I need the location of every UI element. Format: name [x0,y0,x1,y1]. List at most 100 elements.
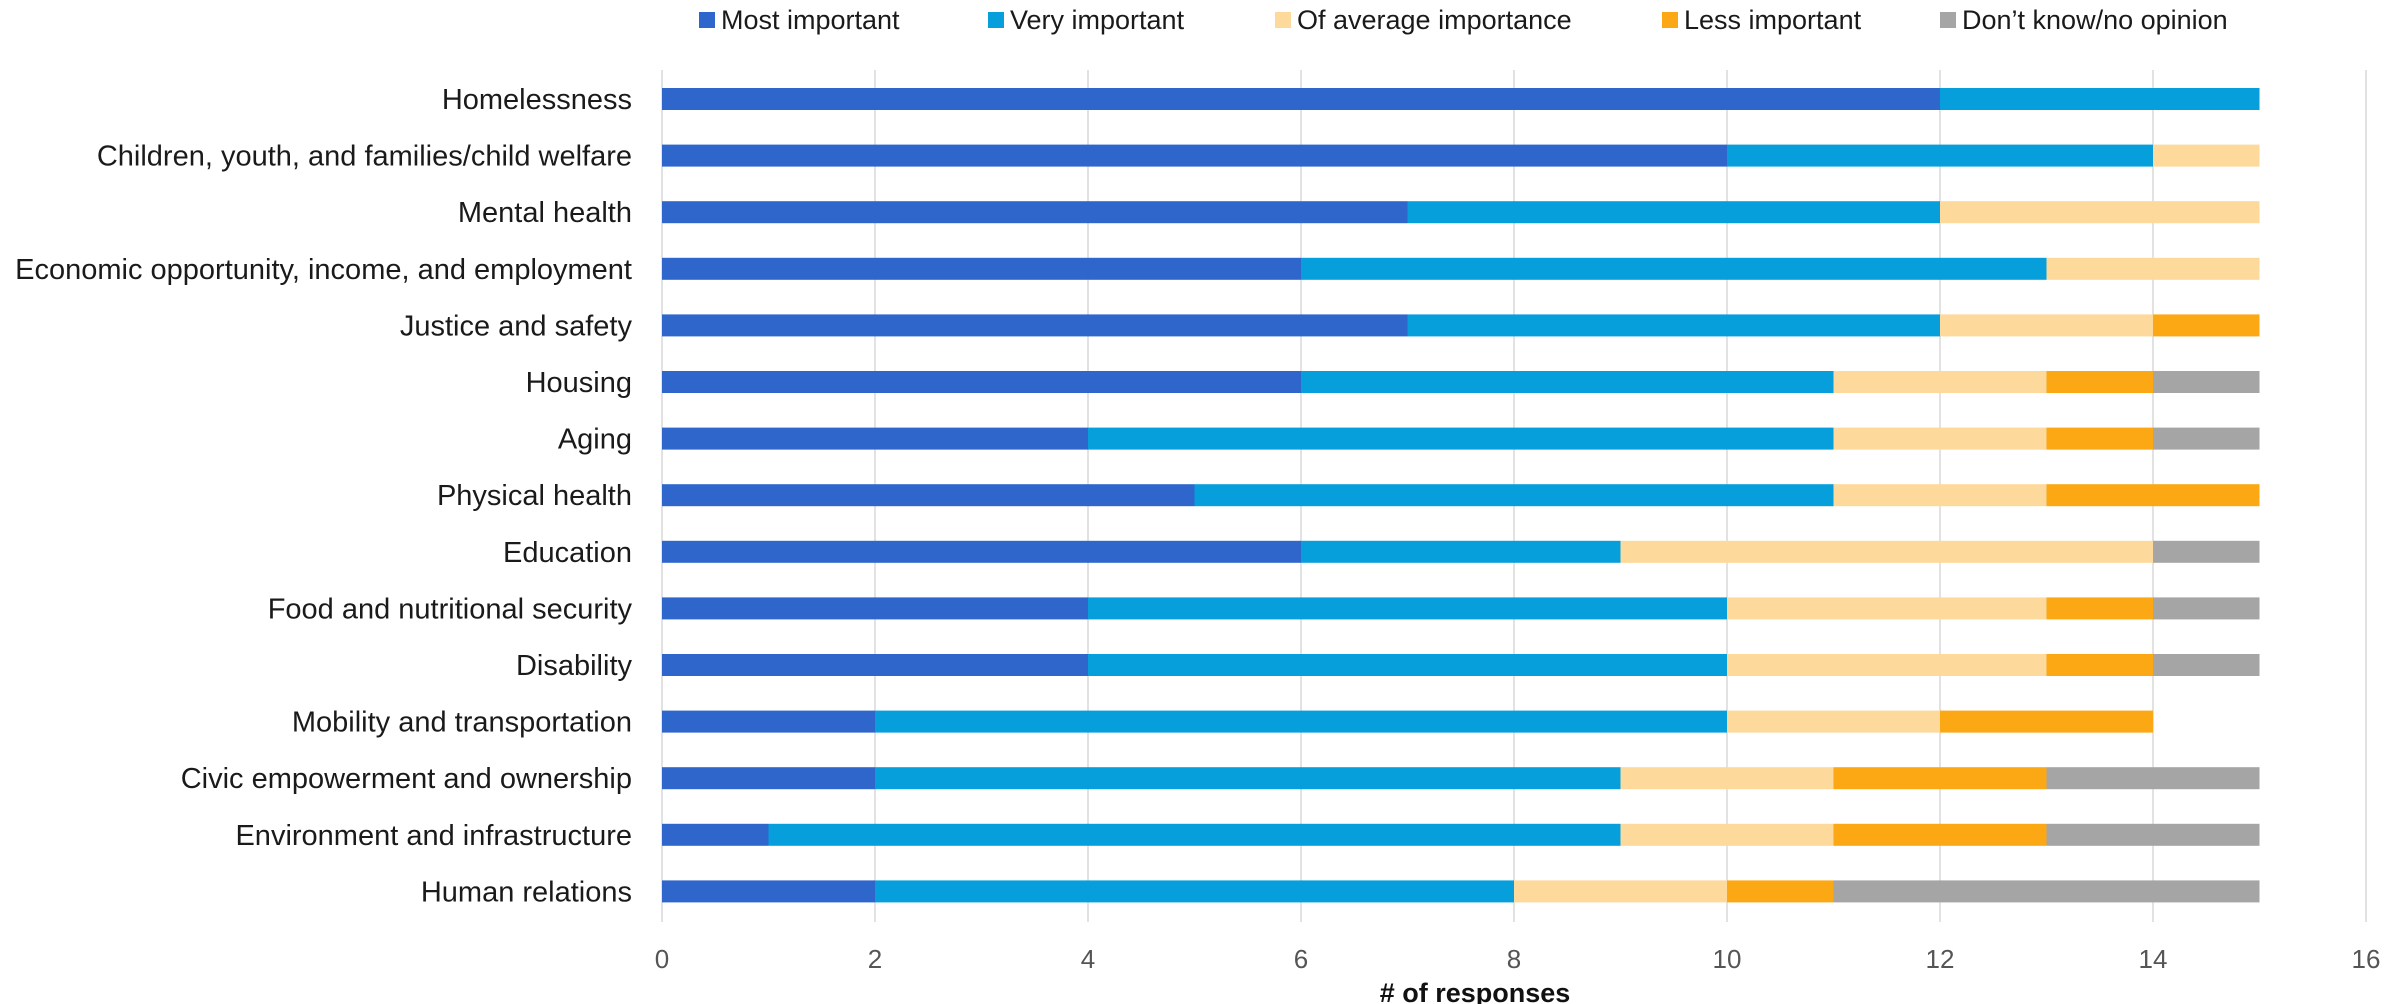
bar-segment-most-important [662,710,875,733]
bar-segment-of-average-importance [1833,484,2047,507]
bar-segment-most-important [662,880,875,903]
legend-item: Very important [988,5,1185,35]
legend-item: Of average importance [1275,5,1572,35]
category-label: Economic opportunity, income, and employ… [15,254,632,286]
bar-segment-most-important [662,427,1088,450]
bar-segment-of-average-importance [1833,371,2047,393]
x-tick-label: 6 [1294,944,1308,974]
legend-item: Don’t know/no opinion [1940,5,2228,35]
bar-segment-of-average-importance [2046,257,2260,280]
bar-segment-very-important [1301,257,2047,280]
legend: Most important Very important Of average i… [699,5,2228,35]
bar-segment-very-important [1088,597,1727,620]
bar-segment-don-t-know-no-opinion [2153,427,2260,450]
legend-swatch [1662,12,1678,28]
bar-segment-don-t-know-no-opinion [2153,540,2260,563]
bar-segment-most-important [662,654,1088,676]
bar-segment-very-important [1088,654,1727,676]
bars [662,88,2260,903]
bar-segment-of-average-importance [1514,880,1727,903]
category-label: Civic empowerment and ownership [181,763,632,795]
bar-segment-very-important [1194,484,1834,507]
bar-segment-most-important [662,767,875,790]
x-tick-label: 12 [1926,944,1955,974]
bar-segment-less-important [1833,823,2047,846]
x-tick-label: 4 [1081,944,1095,974]
bar-segment-don-t-know-no-opinion [2153,654,2260,676]
bar-segment-less-important [2153,314,2260,337]
bar-segment-very-important [875,710,1727,733]
bar-segment-less-important [2046,597,2153,620]
category-label: Food and nutritional security [268,593,633,625]
x-tick-labels: 0 2 4 6 8 10 12 14 16 [655,944,2381,974]
x-tick-label: 16 [2352,944,2381,974]
bar-segment-most-important [662,597,1088,620]
legend-item: Most important [699,5,900,35]
legend-label: Of average importance [1297,5,1572,35]
category-label: Homelessness [442,84,632,116]
bar-segment-less-important [2046,427,2153,450]
bar-segment-of-average-importance [1620,767,1834,790]
bar-segment-most-important [662,540,1301,563]
x-tick-label: 8 [1507,944,1521,974]
bar-segment-very-important [1301,371,1834,393]
bar-segment-most-important [662,823,769,846]
category-label: Mental health [458,197,632,229]
category-label: Education [503,537,632,569]
x-tick-label: 0 [655,944,669,974]
category-label: Human relations [421,876,632,908]
bar-segment-don-t-know-no-opinion [1833,880,2260,903]
bar-segment-don-t-know-no-opinion [2153,597,2260,620]
category-label: Disability [516,650,633,682]
bar-segment-very-important [875,880,1514,903]
bar-segment-don-t-know-no-opinion [2046,823,2260,846]
legend-item: Less important [1662,5,1862,35]
legend-swatch [699,12,715,28]
bar-segment-don-t-know-no-opinion [2153,371,2260,393]
bar-segment-most-important [662,257,1301,280]
bar-segment-very-important [768,823,1621,846]
category-label: Physical health [437,480,632,512]
bar-segment-less-important [1833,767,2047,790]
category-label: Aging [558,424,632,456]
x-tick-label: 2 [868,944,882,974]
bar-segment-of-average-importance [1620,823,1834,846]
bar-segment-of-average-importance [1940,201,2260,224]
legend-label: Most important [721,5,900,35]
bar-segment-of-average-importance [2153,144,2260,167]
bar-segment-very-important [1301,540,1621,563]
bar-segment-very-important [1407,314,1940,337]
category-label: Children, youth, and families/child welf… [97,141,632,173]
bar-segment-of-average-importance [1727,654,2047,676]
legend-swatch [988,12,1004,28]
legend-label: Very important [1010,5,1185,35]
bar-segment-most-important [662,314,1408,337]
x-tick-label: 14 [2139,944,2168,974]
bar-segment-most-important [662,201,1408,224]
category-label: Environment and infrastructure [235,820,632,852]
bar-segment-very-important [1407,201,1940,224]
bar-segment-less-important [2046,654,2153,676]
bar-segment-very-important [1088,427,1834,450]
bar-segment-most-important [662,88,1940,110]
bar-segment-of-average-importance [1727,597,2047,620]
bar-segment-less-important [2046,484,2260,507]
bar-segment-less-important [2046,371,2153,393]
category-label: Mobility and transportation [292,707,632,739]
bar-segment-of-average-importance [1833,427,2047,450]
category-label: Justice and safety [400,310,633,342]
x-axis-title: # of responses [1380,978,1571,1004]
bar-segment-very-important [1727,144,2153,167]
legend-label: Don’t know/no opinion [1962,5,2228,35]
legend-label: Less important [1684,5,1862,35]
bar-segment-very-important [1940,88,2260,110]
legend-swatch [1275,12,1291,28]
legend-swatch [1940,12,1956,28]
bar-segment-most-important [662,371,1301,393]
category-labels: Homelessness Children, youth, and familie… [15,84,632,908]
bar-segment-don-t-know-no-opinion [2046,767,2260,790]
x-tick-label: 10 [1713,944,1742,974]
bar-segment-most-important [662,144,1727,167]
bar-segment-less-important [1727,880,1834,903]
